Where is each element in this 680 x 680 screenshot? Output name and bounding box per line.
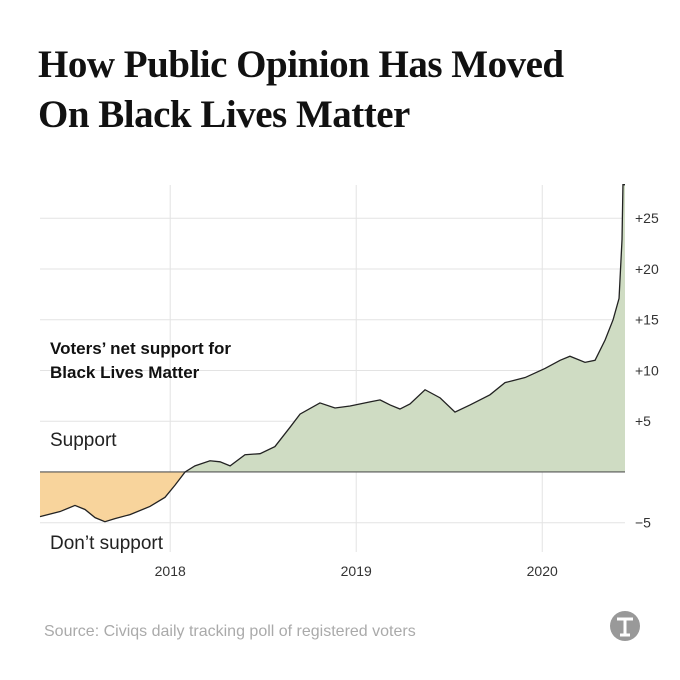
x-tick-label: 2019 — [341, 563, 372, 579]
y-tick-label: +20 — [635, 261, 659, 277]
y-tick-label: +5 — [635, 413, 651, 429]
annotation: Voters’ net support for — [50, 339, 231, 358]
annotation: Black Lives Matter — [50, 363, 200, 382]
support-label: Support — [50, 430, 117, 451]
y-tick-label: −5 — [635, 515, 651, 531]
line — [39, 184, 625, 523]
chart-title: How Public Opinion Has Moved — [38, 43, 564, 86]
x-tick-label: 2020 — [527, 563, 558, 579]
logo — [610, 611, 640, 641]
dont-support-label: Don’t support — [50, 533, 164, 554]
y-tick-label: +15 — [635, 312, 659, 328]
area-positive — [40, 184, 625, 472]
area-negative — [40, 471, 186, 522]
chart-title: On Black Lives Matter — [38, 93, 410, 136]
plot: 2018 2019 2020 −5 +5 +10 +15 +20 +25 — [39, 184, 659, 579]
y-tick-label: +25 — [635, 210, 659, 226]
source: Source: Civiqs daily tracking poll of re… — [44, 623, 416, 640]
x-tick-label: 2018 — [155, 563, 186, 579]
y-tick-label: +10 — [635, 362, 659, 378]
